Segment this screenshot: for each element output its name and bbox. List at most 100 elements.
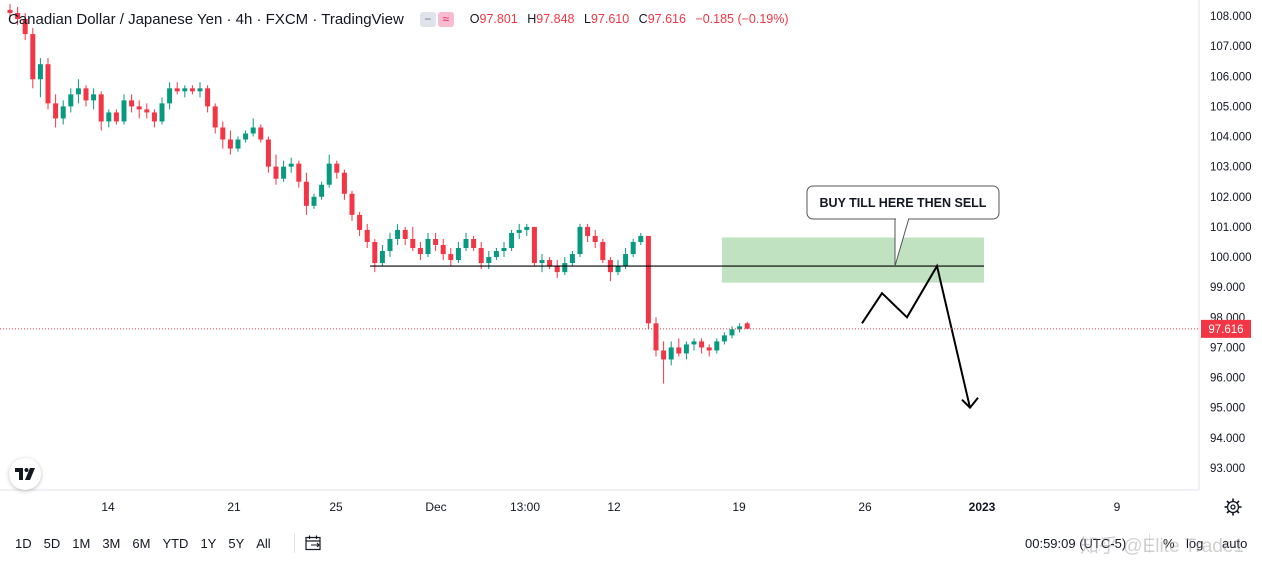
candle-body [205, 88, 211, 107]
candle-body [683, 344, 689, 354]
candle-body [273, 166, 279, 179]
candle-body [281, 166, 287, 179]
symbol-title[interactable]: Canadian Dollar / Japanese Yen · 4h · FX… [8, 10, 404, 28]
time-tick-label: 21 [227, 500, 241, 514]
candle-body [334, 163, 340, 173]
time-tick-label: 13:00 [510, 500, 540, 514]
price-tick-label: 101.000 [1210, 222, 1252, 234]
price-tick-label: 103.000 [1210, 162, 1252, 174]
range-ytd-button[interactable]: YTD [162, 535, 189, 551]
candle-body [182, 88, 188, 92]
candle-body [98, 94, 104, 122]
high-value: 97.848 [536, 12, 575, 26]
tradingview-logo-icon[interactable] [9, 458, 41, 490]
time-tick-label: 2023 [969, 500, 996, 514]
candle-body [463, 238, 469, 249]
range-1d-button[interactable]: 1D [15, 535, 32, 551]
candle-body [372, 241, 378, 264]
time-tick-label: 26 [858, 500, 872, 514]
candle-body [387, 238, 393, 252]
buy-zone[interactable] [722, 237, 984, 283]
candle-body [395, 229, 401, 239]
price-tick-label: 104.000 [1210, 132, 1252, 144]
candle-body [212, 106, 218, 128]
compare-button[interactable]: ≈ [437, 11, 454, 27]
price-tick-label: 97.000 [1210, 342, 1245, 354]
low-value: 97.610 [590, 12, 630, 26]
overlay-layer: BUY TILL HERE THEN SELL [370, 185, 1000, 410]
candle-body [547, 260, 553, 267]
candle-body [136, 106, 142, 110]
header-buttons: − ≈ [419, 11, 456, 27]
candle-body [645, 235, 651, 324]
candle-body [455, 248, 461, 261]
range-1m-button[interactable]: 1M [72, 535, 91, 551]
candle-body [493, 251, 499, 258]
callout-text: BUY TILL HERE THEN SELL [820, 196, 987, 210]
candles-layer [7, 3, 750, 384]
range-1y-button[interactable]: 1Y [200, 535, 217, 551]
candle-body [592, 235, 598, 242]
candle-body [303, 181, 309, 206]
candle-body [668, 347, 674, 360]
timezone-clock[interactable]: 00:59:09 (UTC-5) [1025, 535, 1127, 551]
candle-body [174, 88, 180, 92]
candle-body [60, 106, 66, 119]
range-3m-button[interactable]: 3M [102, 535, 121, 551]
candle-body [83, 88, 89, 101]
candle-body [638, 235, 644, 242]
time-tick-label: 14 [101, 500, 115, 514]
candle-body [653, 323, 659, 351]
change-value: −0.185 (−0.19%) [695, 12, 789, 26]
candle-body [75, 88, 81, 95]
candle-body [676, 347, 682, 354]
candle-body [68, 94, 74, 107]
candle-body [729, 329, 735, 336]
candle-body [425, 238, 431, 255]
candle-body [737, 326, 743, 330]
time-tick-label: Dec [425, 500, 446, 514]
time-axis: 14 21 25 Dec 13:00 12 19 26 2023 9 [101, 500, 1120, 514]
open-value: 97.801 [479, 12, 518, 26]
candle-body [516, 229, 522, 233]
candle-body [357, 214, 363, 230]
projection-path[interactable] [861, 263, 971, 408]
hide-indicator-button[interactable]: − [419, 11, 436, 27]
candle-body [744, 323, 750, 329]
candle-body [15, 12, 21, 20]
close-label: C [638, 12, 648, 26]
last-price-label: 97.616 [1208, 324, 1243, 336]
calendar-range-icon[interactable] [305, 535, 323, 551]
range-5y-button[interactable]: 5Y [228, 535, 245, 551]
log-scale-toggle[interactable]: log [1186, 535, 1204, 551]
percent-scale-toggle[interactable]: % [1163, 535, 1175, 551]
candle-body [53, 103, 59, 119]
candle-body [227, 139, 233, 149]
candle-body [630, 241, 636, 255]
auto-scale-toggle[interactable]: auto [1222, 535, 1248, 551]
candle-body [471, 238, 477, 249]
candle-body [113, 112, 119, 122]
candle-body [509, 232, 515, 249]
range-6m-button[interactable]: 6M [132, 535, 151, 551]
last-price-badge [1201, 319, 1251, 338]
candle-body [539, 260, 545, 264]
range-5d-button[interactable]: 5D [43, 535, 61, 551]
candle-body [167, 88, 173, 104]
candle-body [706, 347, 712, 351]
gear-icon[interactable] [1224, 498, 1242, 516]
candle-body [569, 254, 575, 264]
time-tick-label: 19 [732, 500, 746, 514]
watermark: 知乎 @Elite Trade1 [1080, 536, 1244, 557]
candle-body [410, 238, 416, 249]
time-tick-label: 12 [607, 500, 621, 514]
range-all-button[interactable]: All [256, 535, 271, 551]
candle-body [326, 163, 332, 185]
candle-body [197, 88, 203, 92]
candle-body [577, 226, 583, 255]
candle-body [349, 193, 355, 215]
candle-body [22, 19, 28, 35]
close-value: 97.616 [647, 12, 686, 26]
candle-body [189, 88, 195, 92]
